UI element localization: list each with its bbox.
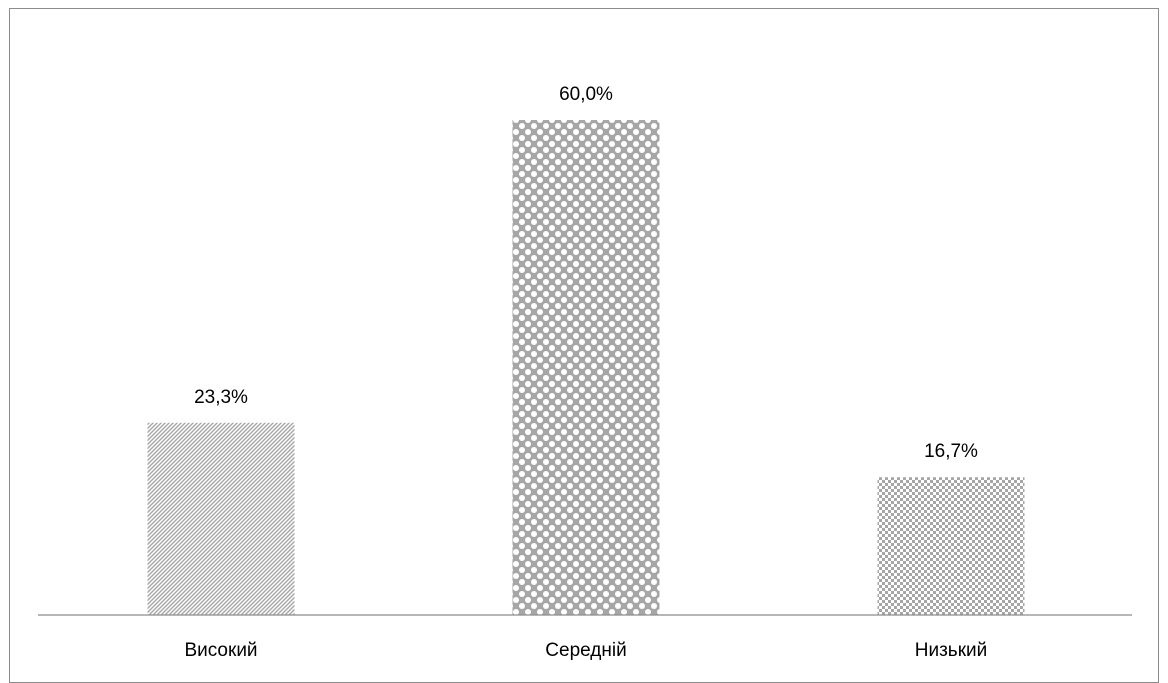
data-label-2: 60,0% bbox=[559, 84, 613, 105]
category-label-1: Високий bbox=[184, 640, 257, 661]
category-label-2: Середній bbox=[545, 640, 626, 661]
labels-layer: 23,3% Високий 60,0% Середній 16,7% Низький bbox=[184, 84, 987, 661]
bars-layer bbox=[147, 120, 1025, 615]
data-label-1: 23,3% bbox=[194, 387, 248, 408]
bar-3 bbox=[877, 477, 1025, 615]
category-label-3: Низький bbox=[915, 640, 987, 661]
bar-1 bbox=[147, 422, 295, 615]
data-label-3: 16,7% bbox=[924, 441, 978, 462]
bar-2 bbox=[512, 120, 660, 615]
